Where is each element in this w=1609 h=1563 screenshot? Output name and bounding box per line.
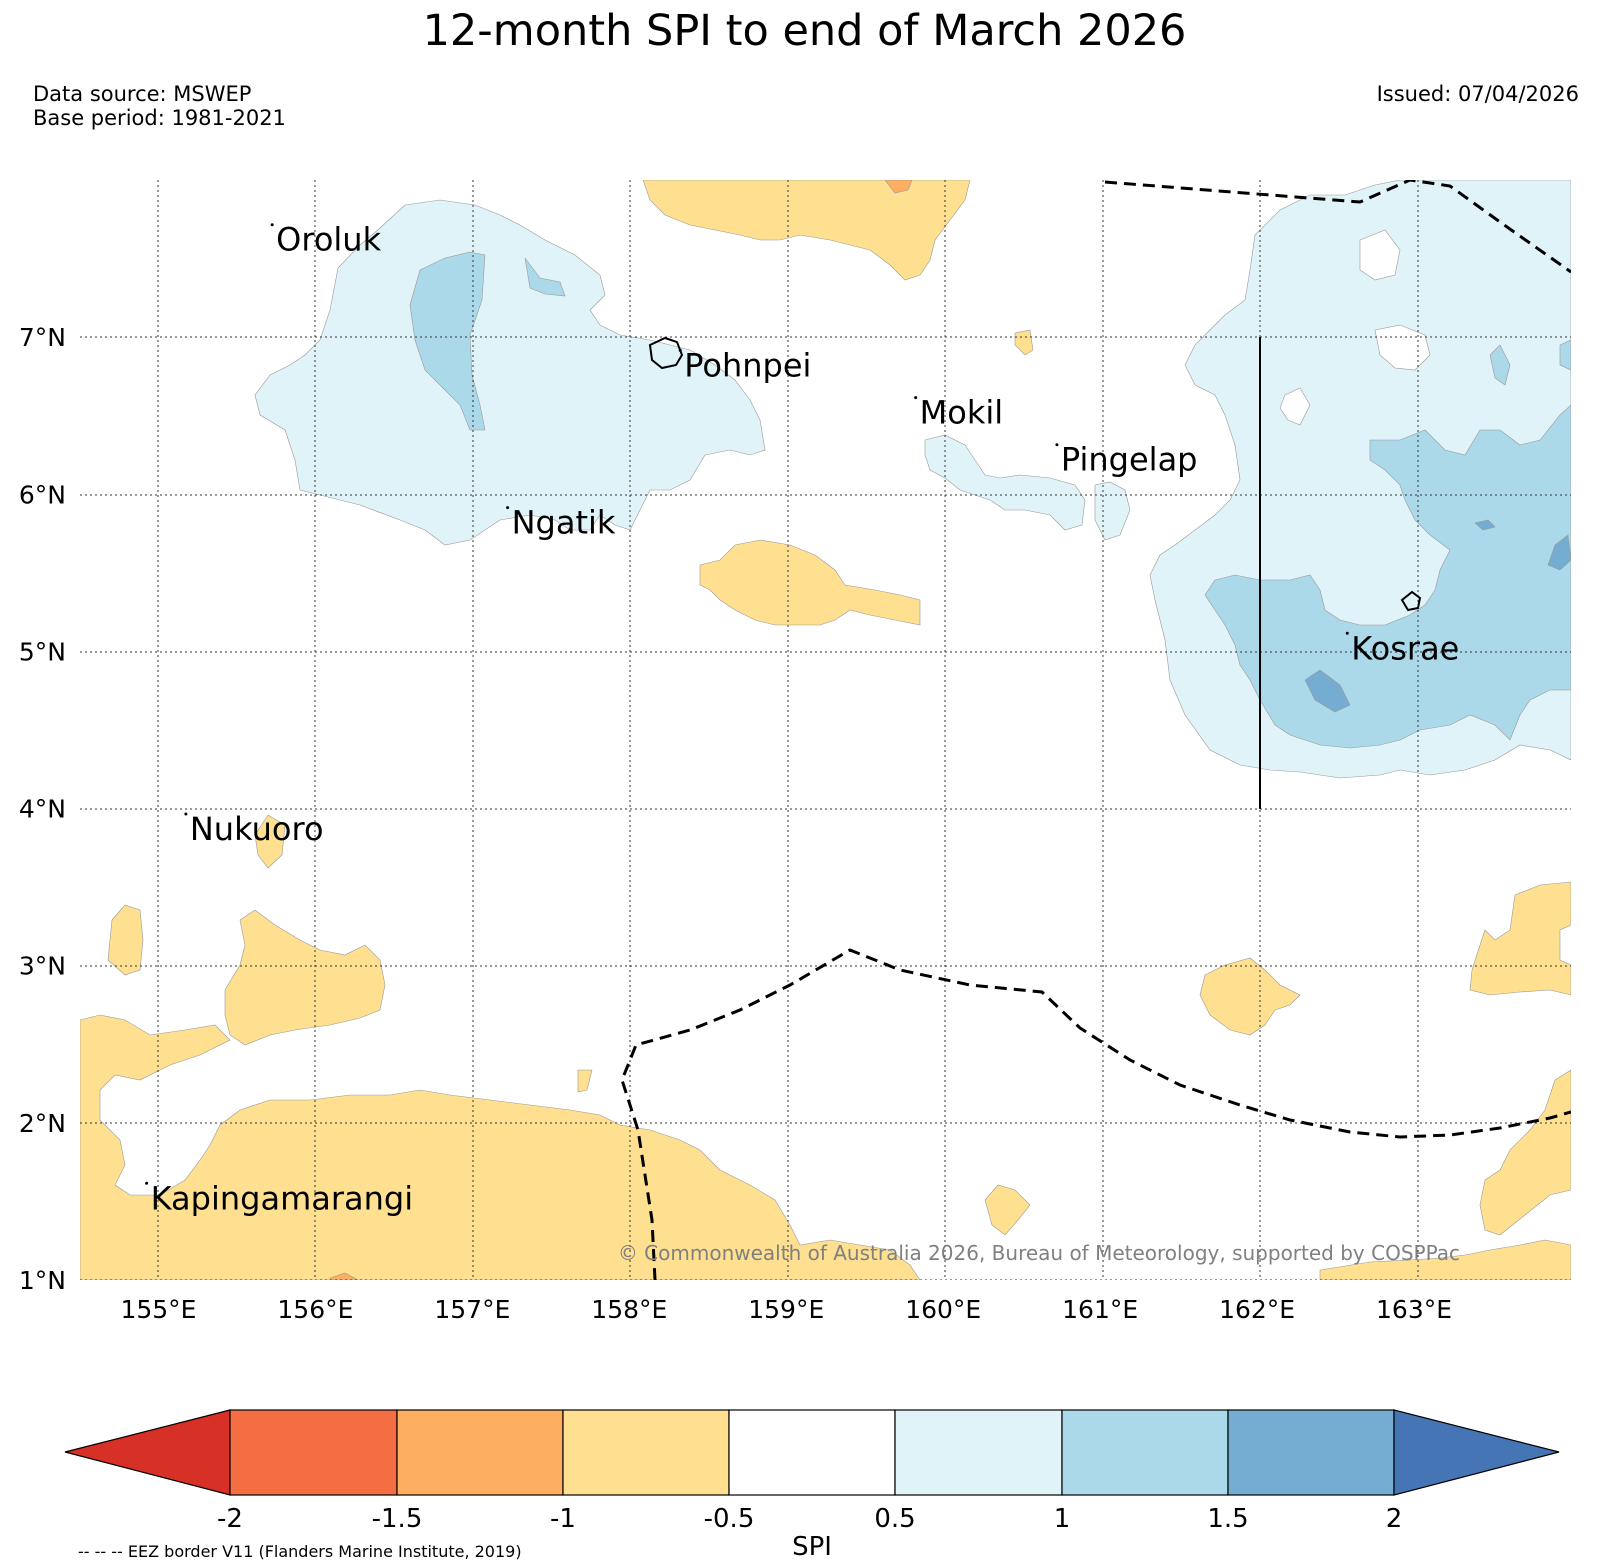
spi-neutral-hole-east-2 (1374, 324, 1431, 371)
place-label-mokil: Mokil (920, 394, 1004, 432)
longitude-tick-label: 158°E (591, 1295, 667, 1324)
spi-region-very-wet-1 (1304, 669, 1351, 713)
spi-region-dry-west-small (107, 904, 144, 976)
place-label-pingelap: Pingelap (1061, 441, 1198, 479)
spi-region-dry-east-1 (1199, 957, 1301, 1036)
spi-region-dry-southwest (224, 909, 386, 1046)
colorbar-tick-label: 0.5 (874, 1504, 915, 1534)
colorbar-extend-low (64, 1409, 231, 1496)
longitude-tick-label: 155°E (120, 1295, 196, 1324)
spi-region-very-wet-3 (1474, 519, 1496, 531)
map-title: 12-month SPI to end of March 2026 (422, 6, 1187, 56)
spi-region-moderately-dry-north (884, 180, 913, 194)
place-label-kapingamarangi: Kapingamarangi (151, 1179, 413, 1217)
latitude-tick-labels: 1°N 2°N 3°N 4°N 5°N 6°N 7°N (19, 323, 66, 1295)
longitude-tick-label: 157°E (434, 1295, 510, 1324)
spi-region-wet-core-east-edge (1559, 339, 1571, 371)
spi-region-very-wet-2 (1547, 534, 1571, 571)
place-label-kosrae: Kosrae (1351, 629, 1459, 667)
latitude-tick-label: 5°N (19, 637, 66, 666)
copyright-notice: © Commonwealth of Australia 2026, Bureau… (618, 1241, 1460, 1265)
island-marker (145, 1181, 149, 1185)
spi-region-dry-central (699, 539, 921, 626)
colorbar-tick-label: 1.5 (1207, 1504, 1248, 1534)
colorbar-extend-high (1393, 1409, 1560, 1496)
island-marker (1055, 443, 1059, 447)
eez-border-south (620, 948, 1571, 1280)
longitude-tick-label: 162°E (1219, 1295, 1295, 1324)
spi-region-dry-east-3 (1479, 1069, 1571, 1236)
latitude-tick-label: 3°N (19, 952, 66, 981)
pohnpei-island-outline (648, 336, 684, 370)
latitude-tick-label: 1°N (19, 1266, 66, 1295)
place-label-pohnpei: Pohnpei (684, 346, 811, 384)
spi-region-dry-east-2 (1469, 881, 1571, 996)
map-metadata: Data source: MSWEP Base period: 1981-202… (33, 82, 286, 130)
colorbar-tick-labels: -2 -1.5 -1 -0.5 0.5 1 1.5 2 (217, 1504, 1402, 1534)
island-marker (184, 812, 188, 816)
spi-neutral-hole-east-3 (1279, 387, 1311, 426)
longitude-tick-label: 163°E (1376, 1295, 1452, 1324)
issued-date: Issued: 07/04/2026 (1376, 82, 1579, 106)
latitude-tick-label: 2°N (19, 1109, 66, 1138)
colorbar-bin-7 (1227, 1409, 1395, 1496)
spi-region-dry-south (80, 1014, 921, 1280)
colorbar-tick-label: -0.5 (704, 1504, 755, 1534)
spi-region-dry-tiny-south (577, 1069, 593, 1093)
island-marker (506, 506, 510, 510)
spi-region-dry-east-5 (984, 1184, 1031, 1236)
spi-region-wet-mokil (924, 434, 1086, 531)
latitude-tick-label: 6°N (19, 480, 66, 509)
colorbar-bin-2 (396, 1409, 564, 1496)
kosrae-island-outline (1400, 590, 1422, 612)
colorbar-tick-label: 1 (1054, 1504, 1071, 1534)
colorbar-bin-4 (728, 1409, 896, 1496)
place-label-ngatik: Ngatik (512, 504, 616, 542)
spi-region-dry-east-4 (1319, 1239, 1571, 1280)
place-label-oroluk: Oroluk (276, 221, 381, 259)
longitude-tick-label: 161°E (1062, 1295, 1138, 1324)
colorbar-tick-label: 2 (1386, 1504, 1403, 1534)
place-labels: Oroluk Pohnpei Mokil Pingelap Ngatik Kosrae Nu… (145, 221, 1459, 1217)
eez-borders (620, 180, 1571, 1280)
spi-region-moderately-dry-south (329, 1272, 359, 1280)
island-marker (270, 223, 274, 227)
longitude-tick-label: 159°E (748, 1295, 824, 1324)
latitude-tick-label: 4°N (19, 795, 66, 824)
map-plot-area: Oroluk Pohnpei Mokil Pingelap Ngatik Kosrae Nu… (80, 180, 1571, 1280)
spi-region-wet-west (254, 199, 766, 546)
eez-legend-note: -- -- -- EEZ border V11 (Flanders Marine… (78, 1542, 522, 1561)
spi-region-wet-core-east (1204, 404, 1571, 749)
colorbar-title: SPI (792, 1532, 832, 1562)
colorbar-bin-6 (1061, 1409, 1229, 1496)
spi-region-wet-pingelap (1094, 481, 1131, 541)
island-marker (1345, 631, 1349, 635)
island-marker (914, 396, 918, 400)
spi-neutral-hole-east-1 (1359, 229, 1401, 281)
place-label-nukuoro: Nukuoro (190, 810, 324, 848)
colorbar-tick-label: -2 (217, 1504, 243, 1534)
longitude-tick-label: 160°E (905, 1295, 981, 1324)
colorbar-tick-label: -1.5 (372, 1504, 423, 1534)
colorbar-tick-label: -1 (550, 1504, 576, 1534)
longitude-tick-labels: 155°E 156°E 157°E 158°E 159°E 160°E 161°E 162°E… (120, 1295, 1452, 1324)
colorbar: -2 -1.5 -1 -0.5 0.5 1 1.5 2 SPI (64, 1409, 1560, 1562)
data-source: Data source: MSWEP (33, 82, 252, 106)
spi-region-wet-core-west-small (524, 257, 566, 297)
island-marker (678, 348, 682, 352)
spi-region-dry-nukuoro (254, 814, 286, 869)
colorbar-bin-1 (229, 1409, 398, 1496)
spi-region-wet-core-west (409, 251, 486, 431)
latitude-tick-label: 7°N (19, 323, 66, 352)
spi-region-dry-small-1 (1014, 329, 1034, 356)
spi-region-wet-core-east-small (1489, 344, 1511, 386)
colorbar-bin-3 (562, 1409, 730, 1496)
base-period: Base period: 1981-2021 (33, 106, 286, 130)
colorbar-bin-5 (894, 1409, 1063, 1496)
longitude-tick-label: 156°E (277, 1295, 353, 1324)
